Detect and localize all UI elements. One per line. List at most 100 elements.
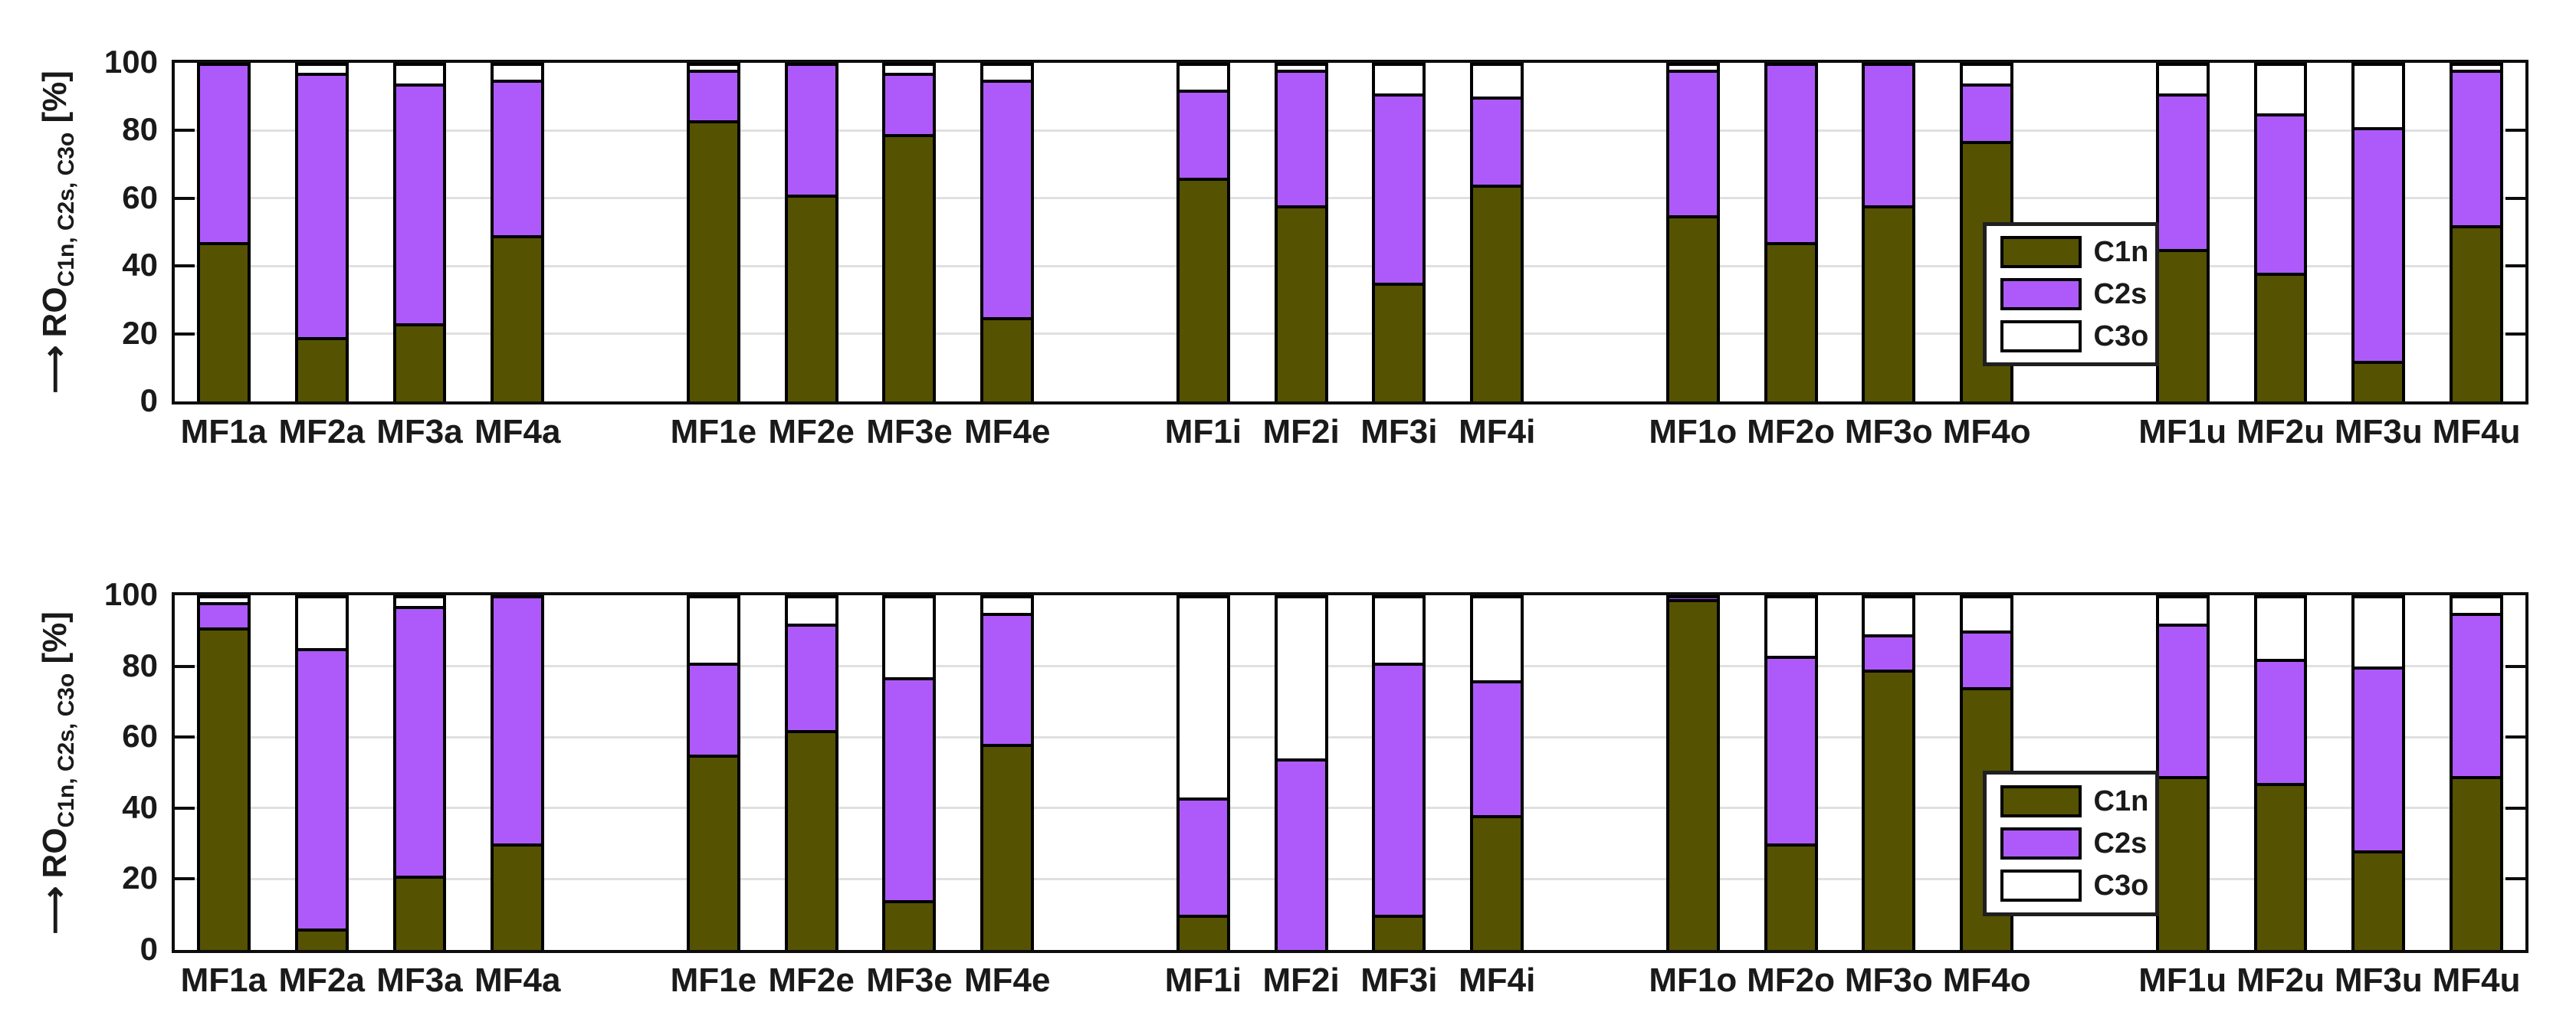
tick-mark-right-40: [2505, 806, 2525, 810]
stacked-bar-MF2u-top: [2253, 63, 2308, 401]
bar-segment-C3o-MF4e: [980, 63, 1035, 80]
x-tick-label-MF4u-top: MF4u: [2432, 413, 2521, 450]
gridline-40: [175, 264, 2525, 267]
x-axis-labels-bottom: MF1a MF2a MF3a MF4a MF1e MF2e MF3e MF4e MF1i MF2i…: [175, 950, 2525, 999]
x-tick-label-MF1e-top: MF1e: [670, 413, 757, 450]
bar-segment-C2s-MF4e: [980, 80, 1035, 317]
bar-segment-C3o-MF3a: [392, 595, 447, 606]
gridline-60: [175, 735, 2525, 739]
bar-segment-C3o-MF1u: [2155, 595, 2210, 624]
bar-segment-C2s-MF3e: [882, 676, 937, 901]
legend-swatch-C2s: [2000, 827, 2082, 860]
legend-swatch-C1n: [2000, 785, 2082, 818]
y-tick-label-80: 80: [122, 111, 158, 148]
stacked-bar-MF1e-top: [686, 63, 740, 401]
x-tick-label-MF3a-bottom: MF3a: [376, 961, 463, 999]
bar-segment-C3o-MF4e: [980, 595, 1035, 614]
stacked-bar-MF2i-top: [1274, 63, 1328, 401]
stacked-bar-MF4a-top: [491, 63, 545, 401]
bar-segment-C2s-MF4i: [1470, 97, 1524, 185]
stacked-bar-MF4e-bottom: [980, 595, 1035, 950]
legend-bottom: C1n C2s C3o: [1982, 771, 2159, 917]
bar-segment-C2s-MF3u: [2351, 127, 2406, 361]
bar-segment-C3o-MF4i: [1470, 63, 1524, 97]
gridline-40: [175, 807, 2525, 810]
legend-label-C1n: C1n: [2093, 235, 2149, 268]
tick-mark-left-60: [175, 196, 195, 200]
legend-row-C1n: C1n: [2000, 235, 2148, 268]
bar-segment-C1n-MF3i: [1372, 283, 1426, 401]
x-tick-label-MF4u-bottom: MF4u: [2432, 961, 2521, 999]
bar-segment-C3o-MF2o: [1764, 595, 1818, 656]
stacked-bar-MF1i-bottom: [1176, 595, 1230, 950]
bar-segment-C3o-MF3e: [882, 63, 937, 74]
legend-swatch-C3o: [2000, 870, 2082, 902]
y-tick-label-60: 60: [122, 718, 158, 755]
bar-segment-C2s-MF3o: [1862, 63, 1916, 205]
bar-segment-C3o-MF4i: [1470, 595, 1524, 681]
bar-segment-C2s-MF3a: [392, 605, 447, 876]
x-tick-label-MF3o-bottom: MF3o: [1844, 961, 1933, 999]
stacked-bar-MF3o-top: [1862, 63, 1916, 401]
legend-label-C1n: C1n: [2093, 785, 2149, 818]
bar-segment-C3o-MF2i: [1274, 63, 1328, 70]
stacked-bar-MF2u-bottom: [2253, 595, 2308, 950]
bar-segment-C3o-MF3u: [2351, 63, 2406, 127]
x-tick-label-MF2u-bottom: MF2u: [2236, 961, 2325, 999]
bar-segment-C1n-MF1a: [196, 242, 251, 401]
y-tick-label-20: 20: [122, 860, 158, 896]
bar-segment-C3o-MF2e: [784, 595, 838, 624]
x-tick-label-MF4o-top: MF4o: [1942, 413, 2031, 450]
bar-segment-C1n-MF4e: [980, 744, 1035, 950]
x-tick-label-MF2a-bottom: MF2a: [278, 961, 365, 999]
x-tick-label-MF3u-top: MF3u: [2334, 413, 2423, 450]
legend-label-C3o: C3o: [2093, 870, 2149, 902]
bar-segment-C2s-MF1o: [1665, 69, 1720, 215]
x-tick-label-MF2i-bottom: MF2i: [1262, 961, 1340, 999]
bar-segment-C1n-MF2a: [294, 929, 349, 950]
stacked-bar-MF2o-bottom: [1764, 595, 1818, 950]
tick-mark-right-80: [2505, 664, 2525, 668]
bar-segment-C2s-MF3o: [1862, 634, 1916, 670]
stacked-bar-MF2a-bottom: [294, 595, 349, 950]
tick-mark-right-20: [2505, 332, 2525, 336]
legend-label-C2s: C2s: [2093, 827, 2148, 860]
x-tick-label-MF4a-top: MF4a: [474, 413, 561, 450]
bar-segment-C1n-MF4i: [1470, 185, 1524, 401]
x-tick-label-MF4e-bottom: MF4e: [963, 961, 1051, 999]
x-tick-label-MF3i-bottom: MF3i: [1360, 961, 1438, 999]
y-tick-label-20: 20: [122, 314, 158, 351]
bar-segment-C3o-MF4u: [2450, 595, 2504, 614]
stacked-bar-MF3u-bottom: [2351, 595, 2406, 950]
bar-segment-C3o-MF3e: [882, 595, 937, 677]
bar-segment-C2s-MF4u: [2450, 613, 2504, 777]
bar-segment-C3o-MF1e: [686, 63, 740, 70]
bar-segment-C1n-MF1o: [1665, 215, 1720, 401]
x-tick-label-MF3a-top: MF3a: [376, 413, 463, 450]
stacked-bar-MF3i-bottom: [1372, 595, 1426, 950]
plot-area-top: 0 20 40 60 80 100 C1n C2s C3o MF1a MF2a MF3a MF4a M…: [104, 46, 2528, 450]
bar-segment-C1n-MF2u: [2253, 273, 2308, 401]
bar-segment-C2s-MF4i: [1470, 680, 1524, 816]
stacked-bar-MF3e-bottom: [882, 595, 937, 950]
bar-segment-C3o-MF3i: [1372, 595, 1426, 663]
x-tick-label-MF2e-bottom: MF2e: [768, 961, 855, 999]
bar-segment-C1n-MF4i: [1470, 815, 1524, 950]
bar-segment-C2s-MF2o: [1764, 63, 1818, 243]
bar-segment-C2s-MF3e: [882, 73, 937, 134]
tick-mark-left-40: [175, 806, 195, 810]
bar-segment-C2s-MF2u: [2253, 113, 2308, 273]
x-tick-label-MF1o-top: MF1o: [1649, 413, 1738, 450]
x-tick-label-MF4o-bottom: MF4o: [1942, 961, 2031, 999]
tick-mark-right-60: [2505, 735, 2525, 739]
y-tick-label-0: 0: [139, 382, 158, 418]
legend-swatch-C3o: [2000, 319, 2082, 352]
bar-segment-C2s-MF4a: [491, 595, 545, 844]
bar-segment-C2s-MF1i: [1176, 90, 1230, 179]
bar-segment-C1n-MF2o: [1764, 843, 1818, 950]
legend-row-C3o: C3o: [2000, 870, 2148, 902]
stacked-bar-MF4i-bottom: [1470, 595, 1524, 950]
bar-segment-C1n-MF3a: [392, 323, 447, 401]
bar-segment-C3o-MF1i: [1176, 595, 1230, 798]
